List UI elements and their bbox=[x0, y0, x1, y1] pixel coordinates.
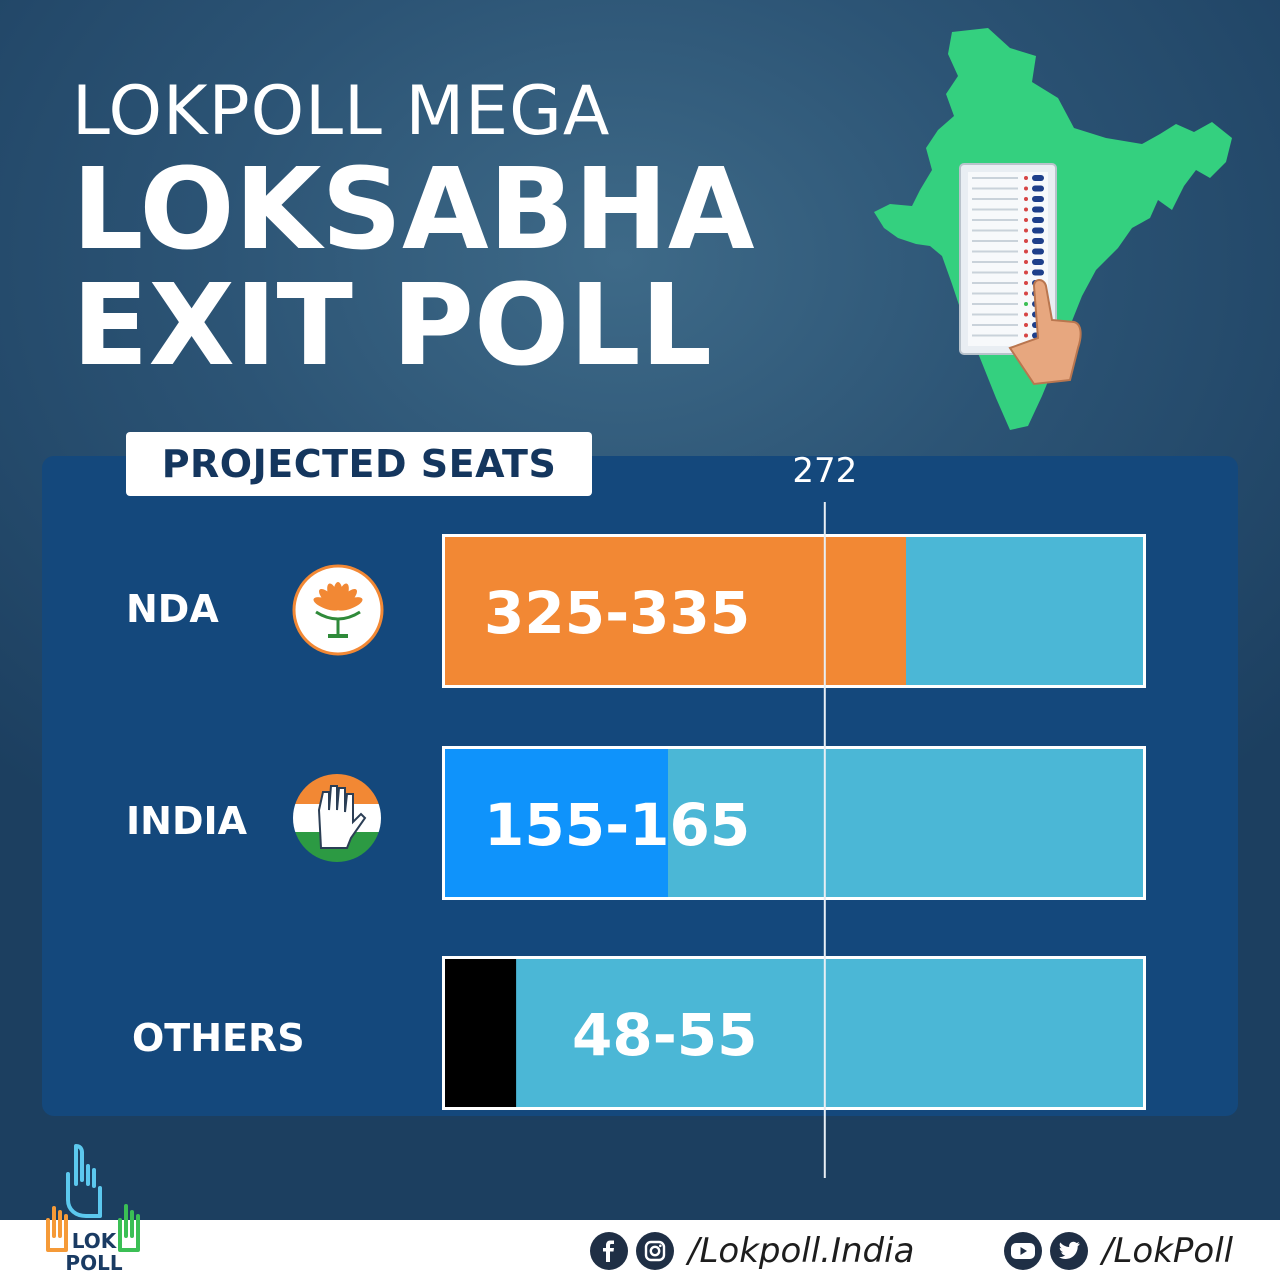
bar-india bbox=[445, 749, 668, 897]
instagram-icon[interactable] bbox=[636, 1232, 674, 1270]
projected-seats-tag: PROJECTED SEATS bbox=[126, 432, 592, 496]
majority-reference-label: 272 bbox=[792, 451, 857, 491]
twitter-icon[interactable] bbox=[1050, 1232, 1088, 1270]
range-label-india: 155-165 bbox=[484, 791, 750, 859]
range-label-others: 48-55 bbox=[572, 1001, 758, 1069]
evm-machine-icon bbox=[959, 163, 1057, 355]
india-map-evm-illustration bbox=[874, 28, 1232, 430]
logo-text-top: LOK bbox=[72, 1229, 118, 1253]
bar-nda bbox=[445, 537, 906, 685]
title-line-3: EXIT POLL bbox=[72, 261, 712, 391]
facebook-icon[interactable] bbox=[590, 1232, 628, 1270]
bar-track-others bbox=[445, 959, 1143, 1107]
voting-finger-icon bbox=[1008, 279, 1082, 386]
congress-hand-icon bbox=[293, 774, 381, 862]
range-label-nda: 325-335 bbox=[484, 579, 750, 647]
youtube-icon[interactable] bbox=[1004, 1232, 1042, 1270]
social-handle-2[interactable]: /LokPoll bbox=[1102, 1231, 1234, 1271]
lokpoll-logo: LOK POLL bbox=[46, 1144, 140, 1275]
category-label-others: OTHERS bbox=[132, 1016, 305, 1060]
title-line-2: LOKSABHA bbox=[72, 145, 755, 275]
bar-others bbox=[445, 959, 517, 1107]
logo-text-bottom: POLL bbox=[65, 1251, 122, 1275]
category-label-india: INDIA bbox=[126, 799, 248, 843]
social-group-1: /Lokpoll.India bbox=[590, 1226, 914, 1276]
social-group-2: /LokPoll bbox=[1004, 1226, 1233, 1276]
title-line-1: LOKPOLL MEGA bbox=[72, 72, 611, 151]
bjp-lotus-icon bbox=[292, 564, 384, 656]
social-handle-1[interactable]: /Lokpoll.India bbox=[688, 1231, 915, 1271]
category-label-nda: NDA bbox=[126, 587, 219, 631]
